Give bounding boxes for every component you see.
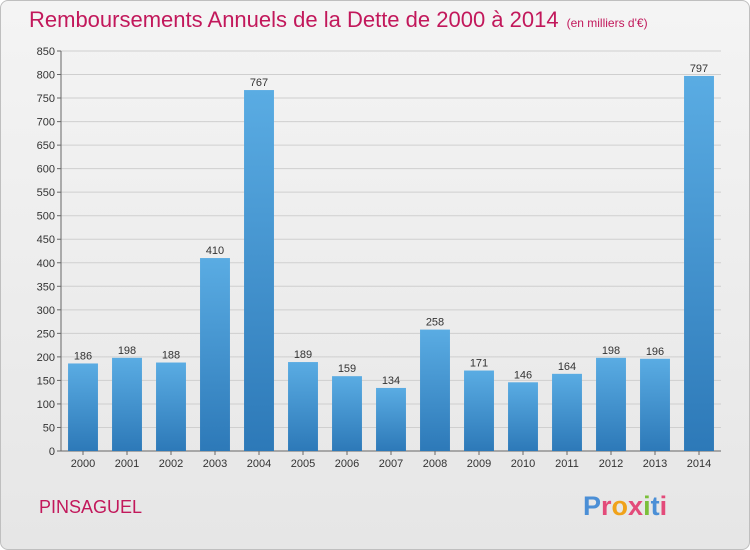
data-label-2006: 159: [338, 363, 356, 375]
data-labels: 186 198 188 410 767 189 159 134 258 171 146 164 198 1…: [74, 63, 708, 387]
data-label-2009: 171: [470, 358, 488, 370]
logo-letter: o: [611, 491, 629, 521]
bar-2008: [420, 329, 450, 451]
x-tick-labels: 2000 2001 2002 2003 2004 2005 2006 2007 2008 2009…: [71, 458, 711, 470]
x-tick-label-2014: 2014: [687, 458, 711, 470]
bar-2010: [508, 382, 538, 451]
y-tick-labels: 0 50 100 150 200 250 300 350 400 450 500 550 600 650 7…: [37, 46, 55, 458]
y-tick-label: 650: [37, 140, 55, 152]
city-name: PINSAGUEL: [39, 497, 143, 517]
x-tick-label-2002: 2002: [159, 458, 183, 470]
data-label-2012: 198: [602, 345, 620, 357]
y-tick-label: 600: [37, 164, 55, 176]
bar-2001: [112, 357, 142, 451]
bar-2003: [200, 258, 230, 451]
y-tick-label: 0: [49, 446, 55, 458]
x-tick-label-2012: 2012: [599, 458, 623, 470]
x-tick-label-2005: 2005: [291, 458, 315, 470]
x-tick-label-2013: 2013: [643, 458, 667, 470]
y-tick-label: 700: [37, 117, 55, 129]
data-label-2002: 188: [162, 350, 180, 362]
bar-2009: [464, 370, 494, 451]
x-tick-label-2007: 2007: [379, 458, 403, 470]
y-tick-label: 400: [37, 258, 55, 270]
data-label-2000: 186: [74, 350, 92, 362]
data-label-2013: 196: [646, 346, 664, 358]
x-tick-label-2010: 2010: [511, 458, 535, 470]
logo-letter: r: [601, 491, 612, 521]
data-label-2014: 797: [690, 63, 708, 75]
proxiti-logo[interactable]: Proxiti: [583, 491, 667, 522]
data-label-2003: 410: [206, 245, 224, 257]
x-tick-label-2011: 2011: [555, 458, 579, 470]
y-tick-label: 850: [37, 46, 55, 58]
x-tick-label-2004: 2004: [247, 458, 271, 470]
bar-2012: [596, 357, 626, 451]
y-tick-label: 550: [37, 187, 55, 199]
bar-2007: [376, 387, 406, 451]
logo-letter: i: [643, 491, 651, 521]
y-tick-label: 150: [37, 375, 55, 387]
y-tick-label: 450: [37, 234, 55, 246]
data-label-2004: 767: [250, 77, 268, 89]
chart-subtitle: (en milliers d'€): [566, 16, 648, 30]
y-tick-label: 200: [37, 352, 55, 364]
chart-title-text: Remboursements Annuels de la Dette de 20…: [29, 7, 559, 32]
bar-2005: [288, 362, 318, 451]
y-tick-label: 100: [37, 399, 55, 411]
bar-2002: [156, 362, 186, 451]
bar-2014: [684, 75, 714, 452]
y-tick-label: 250: [37, 328, 55, 340]
x-tick-label-2009: 2009: [467, 458, 491, 470]
x-tick-label-2006: 2006: [335, 458, 359, 470]
data-label-2005: 189: [294, 349, 312, 361]
chart-title: Remboursements Annuels de la Dette de 20…: [29, 7, 648, 33]
logo-letter: t: [650, 491, 660, 521]
bar-2006: [332, 376, 362, 451]
bar-2011: [552, 373, 582, 451]
data-label-2001: 198: [118, 345, 136, 357]
bar-2004: [244, 90, 274, 451]
data-label-2011: 164: [558, 361, 576, 373]
x-tick-label-2001: 2001: [115, 458, 139, 470]
x-tick-label-2000: 2000: [71, 458, 95, 470]
y-tick-label: 800: [37, 70, 55, 82]
y-tick-label: 750: [37, 93, 55, 105]
logo-letter: P: [583, 491, 602, 521]
y-tick-label: 50: [43, 422, 55, 434]
data-label-2008: 258: [426, 317, 444, 329]
bars: [68, 75, 714, 452]
data-label-2010: 146: [514, 369, 532, 381]
y-tick-label: 500: [37, 211, 55, 223]
x-tick-label-2008: 2008: [423, 458, 447, 470]
y-tick-label: 300: [37, 305, 55, 317]
logo-letter: i: [659, 491, 668, 521]
bar-2013: [640, 358, 670, 451]
data-label-2007: 134: [382, 375, 400, 387]
logo-letter: x: [628, 491, 644, 521]
bar-2000: [68, 363, 98, 451]
x-tick-label-2003: 2003: [203, 458, 227, 470]
y-tick-label: 350: [37, 281, 55, 293]
